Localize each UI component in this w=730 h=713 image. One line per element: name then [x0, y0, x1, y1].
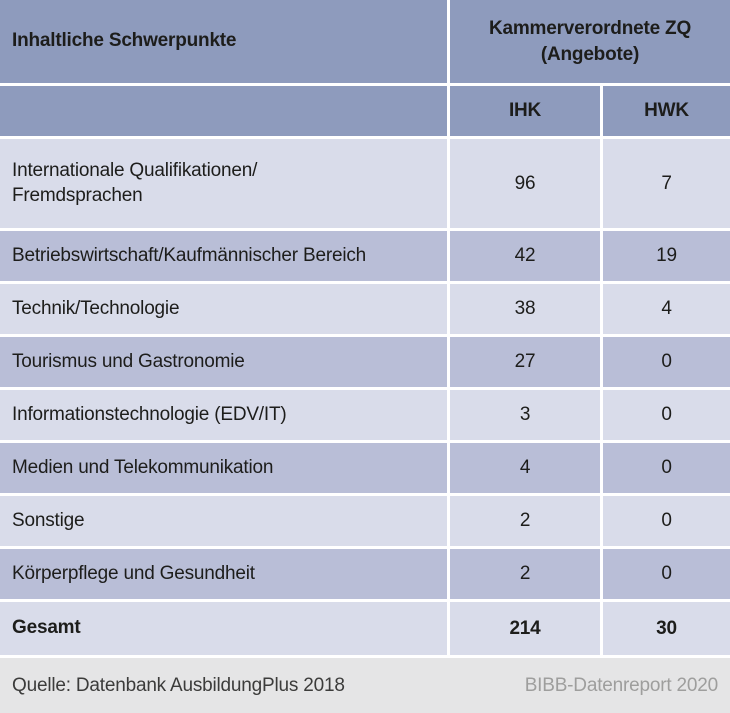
row-value-ihk: 3 [450, 390, 600, 440]
row-value-hwk: 19 [603, 231, 730, 281]
row-label: Technik/Technologie [0, 284, 447, 334]
footer-report-text: BIBB-Datenreport 2020 [524, 674, 719, 696]
row-value-hwk: 0 [603, 549, 730, 599]
row-value-hwk: 0 [603, 390, 730, 440]
row-value-ihk: 96 [450, 139, 600, 228]
row-value-ihk: 38 [450, 284, 600, 334]
header-sub-ihk: IHK [450, 86, 600, 136]
header-sub-hwk: HWK [603, 86, 730, 136]
row-label: Informationstechnologie (EDV/IT) [0, 390, 447, 440]
total-value-ihk: 214 [450, 602, 600, 655]
total-row-label: Gesamt [0, 602, 447, 655]
row-value-ihk: 2 [450, 496, 600, 546]
row-label: Sonstige [0, 496, 447, 546]
row-value-hwk: 0 [603, 337, 730, 387]
row-value-ihk: 42 [450, 231, 600, 281]
row-value-hwk: 4 [603, 284, 730, 334]
row-label: Tourismus und Gastronomie [0, 337, 447, 387]
row-value-hwk: 0 [603, 443, 730, 493]
row-label: Betriebswirtschaft/Kaufmännischer Bereic… [0, 231, 447, 281]
total-value-hwk: 30 [603, 602, 730, 655]
footer-source-text: Quelle: Datenbank AusbildungPlus 2018 [12, 674, 345, 696]
row-label: Internationale Qualifikationen/ Fremdspr… [0, 139, 447, 228]
header-empty-cell [0, 86, 447, 136]
row-value-hwk: 7 [603, 139, 730, 228]
row-value-ihk: 4 [450, 443, 600, 493]
row-value-ihk: 27 [450, 337, 600, 387]
header-col1-title: Inhaltliche Schwerpunkte [0, 0, 447, 83]
row-value-hwk: 0 [603, 496, 730, 546]
header-group-title: Kammerverordnete ZQ (Angebote) [450, 0, 730, 83]
footer-bar: Quelle: Datenbank AusbildungPlus 2018 BI… [0, 658, 730, 713]
row-value-ihk: 2 [450, 549, 600, 599]
row-label: Medien und Telekommunikation [0, 443, 447, 493]
row-label: Körperpflege und Gesundheit [0, 549, 447, 599]
